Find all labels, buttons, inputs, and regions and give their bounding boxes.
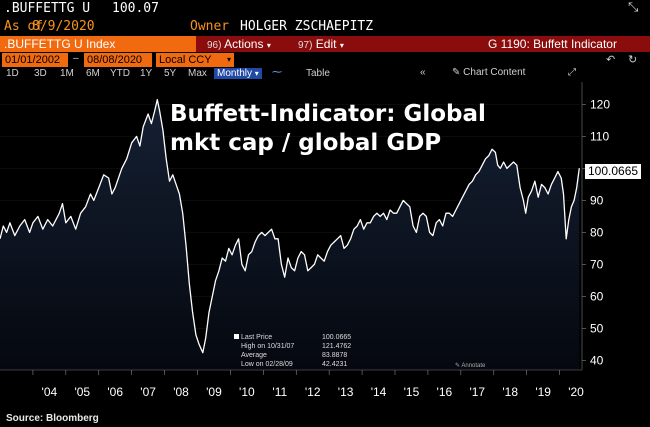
x-tick-label: '04 [42,385,58,399]
period-label: Monthly [217,68,253,79]
tab-6m[interactable]: 6M [86,68,100,79]
y-tick-label: 40 [590,353,604,367]
legend-item: Average 83.8878 [234,351,362,360]
edit-menu[interactable]: 97) Edit ▾ [298,37,344,51]
x-tick-label: '12 [305,385,321,399]
annotate-label[interactable]: ✎ Annotate [455,362,485,369]
chart-type-icon[interactable]: ⁓ [272,67,282,78]
x-tick-label: '15 [404,385,420,399]
series-line [0,98,580,354]
as-of-date: 8/9/2020 [32,19,95,34]
legend-value: 83.8878 [322,352,348,359]
x-tick-label: '09 [206,385,222,399]
currency-label: Local CCY [159,54,212,66]
owner-name: HOLGER ZSCHAEPITZ [240,19,374,34]
chart-content-button[interactable]: ✎ Chart Content [452,67,525,78]
function-toolbar: .BUFFETTG U Index 96) Actions ▾ 97) Edit… [0,36,650,52]
actions-label: Actions [224,37,264,51]
pencil-icon: ✎ [455,363,461,369]
legend-item: High on 10/31/07 121.4762 [234,342,362,351]
chevron-down-icon: ▾ [339,41,344,50]
y-tick-label: 80 [590,225,604,239]
y-tick-label: 110 [590,129,609,143]
close-icon[interactable]: ⤡ [628,0,639,15]
last-price: 100.07 [112,1,159,16]
legend-label: Low on 02/28/09 [241,361,293,368]
pencil-icon: ✎ [452,67,461,78]
x-tick-label: '14 [371,385,387,399]
undo-icon[interactable]: ↶ [606,54,616,66]
x-tick-label: '10 [239,385,255,399]
as-of-row: As of 8/9/2020 Owner HOLGER ZSCHAEPITZ [0,18,650,36]
y-tick-label: 60 [590,289,604,303]
x-tick-label: '18 [502,385,518,399]
chart-legend: Last Price 100.0665 High on 10/31/07 121… [234,333,362,381]
security-input[interactable]: .BUFFETTG U Index [0,36,196,52]
actions-menu[interactable]: 96) Actions ▾ [207,37,271,51]
tab-3d[interactable]: 3D [34,68,47,79]
chevron-down-icon: ▾ [254,69,259,78]
x-tick-label: '05 [74,385,90,399]
chevron-down-icon: ▾ [266,41,271,50]
period-tabs: 1D 3D 1M 6M YTD 1Y 5Y Max Monthly ▾ ⁓ Ta… [0,67,650,82]
source-note: Source: Bloomberg [6,413,99,424]
x-tick-label: '11 [272,385,287,399]
refresh-icon[interactable]: ↻ [628,54,638,66]
tab-1y[interactable]: 1Y [140,68,153,79]
chart-title: Buffett-Indicator: Global mkt cap / glob… [170,100,530,158]
y-tick-label: 70 [590,257,604,271]
table-button[interactable]: Table [306,68,330,79]
tab-max[interactable]: Max [188,68,207,79]
actions-number: 96) [207,40,222,51]
expand-icon[interactable]: ⤢ [568,67,576,78]
legend-value: 121.4762 [322,343,352,350]
legend-label: Average [241,352,267,359]
x-tick-label: '13 [338,385,354,399]
x-tick-label: '08 [173,385,189,399]
currency-select[interactable]: Local CCY ▾ [156,53,234,67]
chart-content-label: Chart Content [463,67,526,78]
end-date-input[interactable]: 08/08/2020 [84,53,152,67]
legend-value: 42.4231 [322,361,348,368]
x-axis: '04 '05 '06 '07 '08 '09 '10 '11 '12 '13 '14 '15 '16 '… [0,369,584,399]
y-tick-label: 120 [590,97,610,111]
y-tick-label: 90 [590,193,604,207]
x-tick-label: '16 [437,385,453,399]
chevron-down-icon: ▾ [226,55,231,64]
series-area [0,99,580,370]
ticker-header: .BUFFETTG U 100.07 ⤡ [0,0,650,18]
legend-label: Last Price [241,334,273,341]
legend-item: Last Price 100.0665 [234,333,362,342]
x-tick-label: '17 [469,385,485,399]
chart-title-text: Buffett-Indicator: Global mkt cap / glob… [170,101,486,156]
tab-ytd[interactable]: YTD [110,68,130,79]
x-tick-label: '06 [107,385,123,399]
x-tick-label: '07 [140,385,156,399]
x-tick-label: '19 [535,385,551,399]
x-tick-label: '20 [568,385,584,399]
range-separator: – [73,53,79,64]
y-tick-label: 50 [590,321,604,335]
buffett-indicator-chart: 405060708090100110120 '04'05'06'07'08'09… [0,82,610,399]
annotate-text: Annotate [461,363,486,369]
as-of-label: As of [4,19,44,34]
period-select[interactable]: Monthly ▾ [214,68,262,79]
ticker-symbol[interactable]: .BUFFETTG U [4,1,91,16]
start-date-input[interactable]: 01/01/2002 [2,53,68,67]
edit-number: 97) [298,40,313,51]
function-title: G 1190: Buffett Indicator [488,37,617,51]
collapse-icon[interactable]: « [420,67,426,78]
tab-1d[interactable]: 1D [6,68,19,79]
legend-item: Low on 02/28/09 42.4231 [234,360,362,369]
edit-label: Edit [315,37,337,51]
legend-swatch [234,334,239,339]
y-axis: 405060708090100110120 [582,97,610,367]
legend-value: 100.0665 [322,334,352,341]
legend-label: High on 10/31/07 [241,343,295,350]
last-value-label: 100.0665 [585,164,642,179]
tab-5y[interactable]: 5Y [164,68,177,79]
owner-label: Owner [190,19,230,34]
date-range-row: 01/01/2002 – 08/08/2020 Local CCY ▾ ↶ ↻ [0,53,650,67]
tab-1m[interactable]: 1M [60,68,74,79]
